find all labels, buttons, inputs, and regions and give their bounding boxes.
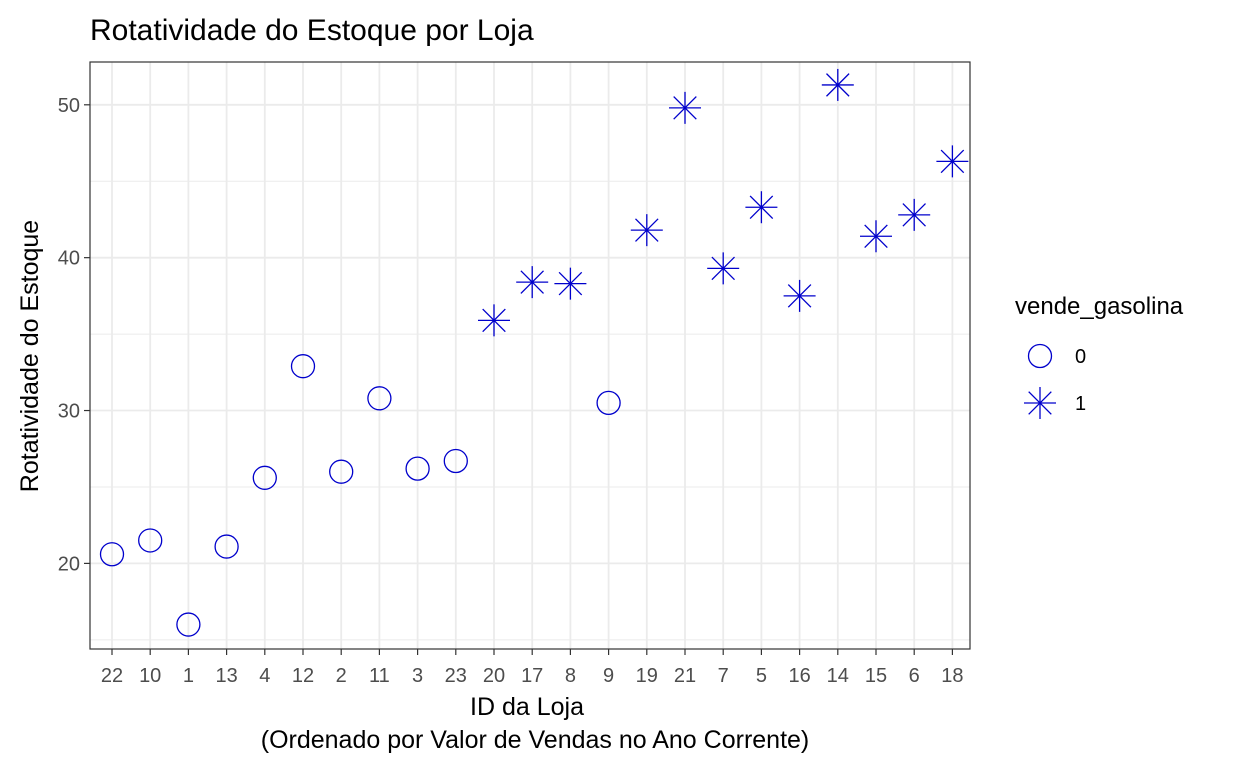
- legend-key-circle: [1027, 343, 1053, 369]
- data-point-circle: [596, 390, 621, 416]
- data-point-circle: [252, 465, 277, 490]
- asterisk-stroke: [482, 308, 506, 333]
- legend-entry-label: 0: [1075, 346, 1086, 368]
- x-tick-label: 23: [445, 665, 467, 687]
- plot-border: [89, 61, 971, 650]
- data-point-asterisk: [783, 279, 816, 312]
- asterisk-stroke: [902, 203, 926, 227]
- asterisk-stroke: [1028, 391, 1052, 415]
- x-tick-label: 15: [865, 665, 887, 687]
- data-point-asterisk: [898, 198, 931, 231]
- data-point-asterisk: [554, 267, 587, 300]
- legend-title: vende_gasolina: [1015, 293, 1184, 320]
- y-tick-label: 20: [58, 553, 80, 575]
- y-tick-label: 30: [58, 401, 80, 423]
- x-tick-label: 12: [292, 665, 314, 687]
- data-point-circle: [214, 534, 239, 559]
- x-tick-label: 4: [259, 665, 270, 687]
- points-layer: [99, 68, 969, 637]
- data-point-circle: [138, 528, 163, 553]
- y-tick-label: 40: [58, 248, 80, 270]
- data-point-asterisk: [516, 266, 549, 299]
- data-point-asterisk: [478, 304, 510, 337]
- data-point-asterisk: [936, 145, 969, 178]
- legend-entry-label: 1: [1075, 393, 1086, 415]
- x-tick-label: 1: [183, 665, 194, 687]
- x-tick-label: 13: [215, 665, 237, 687]
- asterisk-stroke: [520, 270, 544, 294]
- x-tick-label: 6: [909, 665, 920, 687]
- asterisk-stroke: [711, 256, 735, 281]
- data-point-circle: [176, 612, 201, 637]
- asterisk-stroke: [864, 224, 888, 249]
- data-point-asterisk: [860, 220, 892, 253]
- asterisk-stroke: [558, 271, 583, 296]
- x-tick-label: 9: [603, 665, 614, 687]
- x-axis-label: ID da Loja: [470, 693, 584, 721]
- x-tick-label: 22: [101, 665, 123, 687]
- data-point-circle: [367, 386, 392, 411]
- asterisk-stroke: [749, 195, 774, 219]
- x-tick-label: 17: [521, 665, 543, 687]
- y-tick-label: 50: [58, 95, 80, 117]
- x-tick-label: 5: [756, 665, 767, 687]
- legend-key-asterisk: [1024, 387, 1056, 419]
- x-tick-label: 19: [636, 665, 658, 687]
- data-point-asterisk: [821, 68, 854, 101]
- data-point-asterisk: [707, 252, 740, 285]
- data-point-circle: [405, 456, 430, 481]
- data-point-circle: [290, 354, 316, 379]
- x-tick-label: 3: [412, 665, 423, 687]
- y-axis-label: Rotatividade do Estoque: [16, 220, 44, 492]
- data-point-circle: [329, 459, 354, 484]
- data-point-asterisk: [669, 91, 701, 124]
- asterisk-stroke: [787, 284, 812, 308]
- x-tick-label: 11: [369, 665, 390, 687]
- asterisk-stroke: [635, 218, 659, 242]
- chart-title: Rotatividade do Estoque por Loja: [90, 14, 534, 47]
- x-tick-label: 7: [718, 665, 729, 687]
- asterisk-stroke: [673, 96, 697, 120]
- grid-layer: [90, 62, 970, 649]
- data-point-circle: [443, 448, 468, 474]
- asterisk-stroke: [940, 149, 965, 174]
- x-axis-label-line2: (Ordenado por Valor de Vendas no Ano Cor…: [261, 726, 810, 754]
- x-tick-label: 21: [674, 665, 696, 687]
- x-tick-label: 18: [941, 665, 963, 687]
- legend: vende_gasolina 01: [1015, 293, 1184, 419]
- data-point-circle: [99, 542, 125, 567]
- asterisk-stroke: [826, 73, 850, 97]
- data-point-asterisk: [745, 191, 778, 224]
- x-tick-label: 2: [336, 665, 347, 687]
- x-tick-label: 10: [139, 665, 161, 687]
- x-tick-label: 14: [827, 665, 849, 687]
- x-tick-label: 8: [565, 665, 576, 687]
- data-point-asterisk: [630, 214, 663, 247]
- legend-entries: 01: [1024, 343, 1086, 419]
- x-tick-label: 20: [483, 665, 505, 687]
- x-tick-label: 16: [788, 665, 810, 687]
